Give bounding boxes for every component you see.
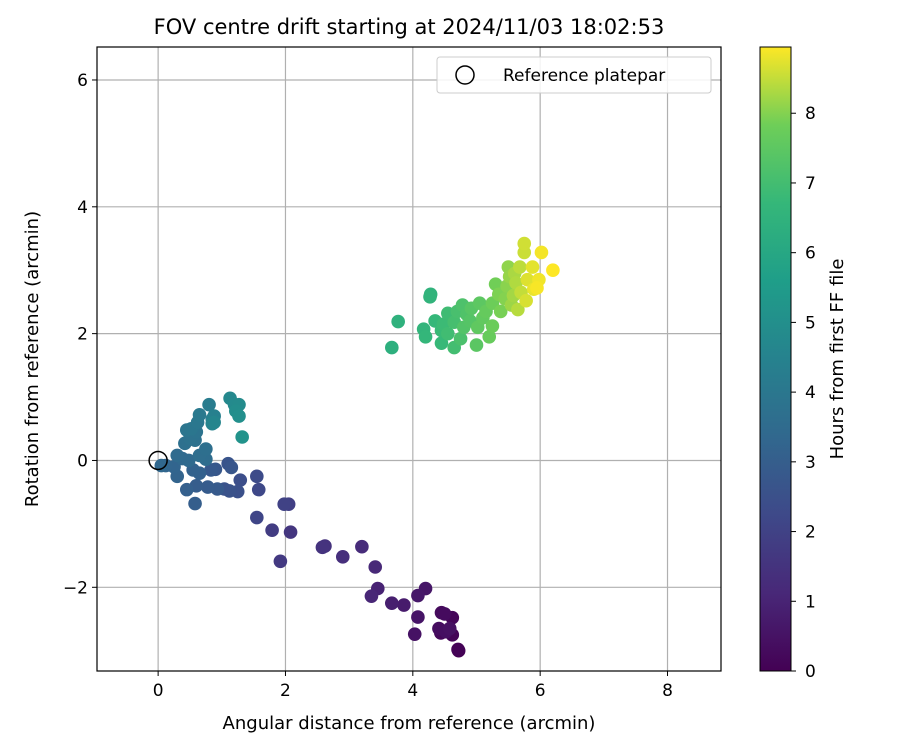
- colorbar-tick-label: 5: [805, 313, 816, 333]
- data-point: [493, 304, 508, 319]
- legend-marker-icon: [455, 65, 475, 85]
- colorbar-tick-label: 3: [805, 453, 816, 473]
- data-point: [519, 293, 533, 308]
- chart-title: FOV centre drift starting at 2024/11/03 …: [154, 15, 665, 39]
- data-point: [199, 442, 213, 456]
- data-point: [181, 453, 196, 468]
- data-point: [385, 596, 399, 610]
- data-point: [441, 326, 455, 341]
- x-axis-ticks: 0 2 4 6 8: [153, 671, 673, 701]
- data-point: [250, 469, 264, 484]
- data-point: [391, 314, 405, 329]
- data-point: [335, 550, 350, 564]
- colorbar-tick-label: 8: [805, 104, 816, 124]
- x-tick-label: 2: [280, 681, 291, 701]
- data-point: [188, 496, 202, 511]
- colorbar-tick-label: 2: [805, 523, 816, 543]
- data-point: [482, 330, 497, 344]
- colorbar-tick-label: 1: [805, 592, 816, 612]
- data-point: [273, 554, 288, 569]
- data-point: [530, 281, 544, 295]
- colorbar-tick-label: 0: [805, 662, 816, 682]
- data-point: [235, 430, 249, 444]
- y-tick-label: −2: [63, 578, 88, 598]
- data-point: [453, 331, 468, 346]
- x-axis-label: Angular distance from reference (arcmin): [223, 713, 596, 734]
- colorbar-tick-label: 4: [805, 383, 816, 403]
- legend-entry-label: Reference platepar: [503, 66, 665, 86]
- legend: Reference platepar: [436, 56, 712, 94]
- colorbar-tick-label: 6: [805, 244, 816, 264]
- colorbar-label: Hours from first FF file: [827, 259, 848, 460]
- data-point: [411, 588, 425, 603]
- data-point: [192, 408, 207, 422]
- data-point: [233, 473, 248, 487]
- data-point: [207, 415, 221, 430]
- data-point: [250, 510, 264, 525]
- data-point: [397, 598, 411, 612]
- plot-area: [96, 46, 722, 672]
- scatter-points: [154, 236, 560, 658]
- y-tick-label: 6: [77, 71, 88, 91]
- data-point: [469, 338, 484, 352]
- x-tick-label: 4: [407, 681, 418, 701]
- y-axis-ticks: −2 0 2 4 6: [63, 71, 97, 598]
- data-point: [385, 340, 399, 355]
- data-point: [202, 397, 216, 412]
- data-point: [315, 540, 330, 555]
- plot-background: [97, 47, 721, 671]
- colorbar-ticks: 0 1 2 3 4 5 6 7 8: [791, 104, 816, 682]
- y-axis-label: Rotation from reference (arcmin): [22, 211, 43, 507]
- data-point: [364, 589, 379, 603]
- data-point: [179, 482, 194, 497]
- data-point: [485, 319, 500, 333]
- data-point: [232, 409, 246, 423]
- data-point: [224, 460, 239, 475]
- data-point: [368, 560, 383, 574]
- x-tick-label: 0: [153, 681, 164, 701]
- x-tick-label: 8: [662, 681, 673, 701]
- reference-platepar-marker: [148, 450, 168, 471]
- y-tick-label: 4: [77, 198, 88, 218]
- data-point: [437, 607, 452, 621]
- data-point: [451, 642, 465, 657]
- data-point: [511, 302, 525, 317]
- colorbar-tick-label: 7: [805, 174, 816, 194]
- data-point: [204, 463, 218, 477]
- y-tick-label: 2: [77, 325, 88, 345]
- data-point: [355, 539, 369, 554]
- data-point: [200, 480, 215, 494]
- data-point: [411, 610, 425, 624]
- data-point: [546, 263, 560, 278]
- data-point: [283, 525, 298, 539]
- data-point: [170, 448, 185, 463]
- legend-box: [436, 56, 712, 94]
- data-point: [442, 621, 457, 636]
- data-point: [512, 260, 527, 274]
- data-point: [525, 260, 540, 274]
- plot-frame: [96, 46, 722, 672]
- data-point: [407, 627, 422, 642]
- x-tick-label: 6: [535, 681, 546, 701]
- x-gridlines: [157, 47, 669, 671]
- colorbar-gradient: [759, 46, 792, 672]
- data-point: [517, 236, 532, 251]
- data-point: [423, 290, 437, 304]
- colorbar: 0 1 2 3 4 5 6 7 8 Hours from first FF file: [759, 46, 848, 682]
- y-tick-label: 0: [77, 451, 88, 471]
- data-point: [418, 330, 433, 344]
- data-point: [265, 523, 279, 538]
- data-point: [277, 497, 292, 512]
- data-point: [251, 482, 266, 497]
- data-point: [534, 245, 549, 260]
